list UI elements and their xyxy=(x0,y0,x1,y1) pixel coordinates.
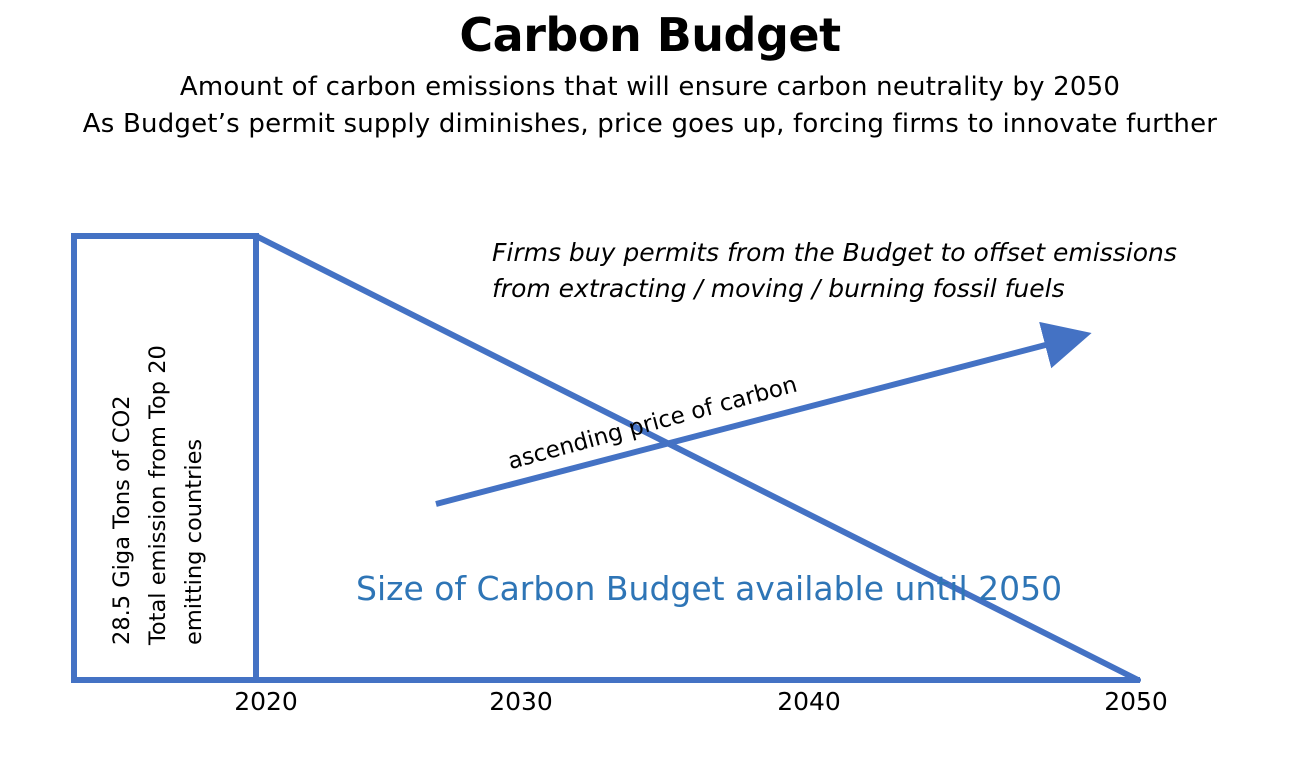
diagram-title: Carbon Budget xyxy=(459,8,841,62)
price-arrow xyxy=(435,321,1092,507)
budget-label: Size of Carbon Budget available until 20… xyxy=(356,569,1063,608)
emission-box-line-1: 28.5 Giga Tons of CO2 xyxy=(109,395,135,645)
emission-box-line-2: Total emission from Top 20 xyxy=(145,345,171,645)
emission-box-text: 28.5 Giga Tons of CO2 Total emission fro… xyxy=(104,265,212,645)
budget-decline-line xyxy=(253,233,1141,683)
annotation-line-2: from extracting / moving / burning fossi… xyxy=(492,274,1065,303)
subtitle-line-1: Amount of carbon emissions that will ens… xyxy=(179,72,1121,102)
tick-label-2050: 2050 xyxy=(1104,687,1168,716)
tick-label-2030: 2030 xyxy=(489,687,553,716)
tick-label-2040: 2040 xyxy=(777,687,841,716)
subtitle-line-2: As Budget’s permit supply diminishes, pr… xyxy=(82,109,1218,139)
emission-box-line-3: emitting countries xyxy=(181,438,207,645)
annotation-line-1: Firms buy permits from the Budget to off… xyxy=(492,238,1177,267)
tick-label-2020: 2020 xyxy=(234,687,298,716)
